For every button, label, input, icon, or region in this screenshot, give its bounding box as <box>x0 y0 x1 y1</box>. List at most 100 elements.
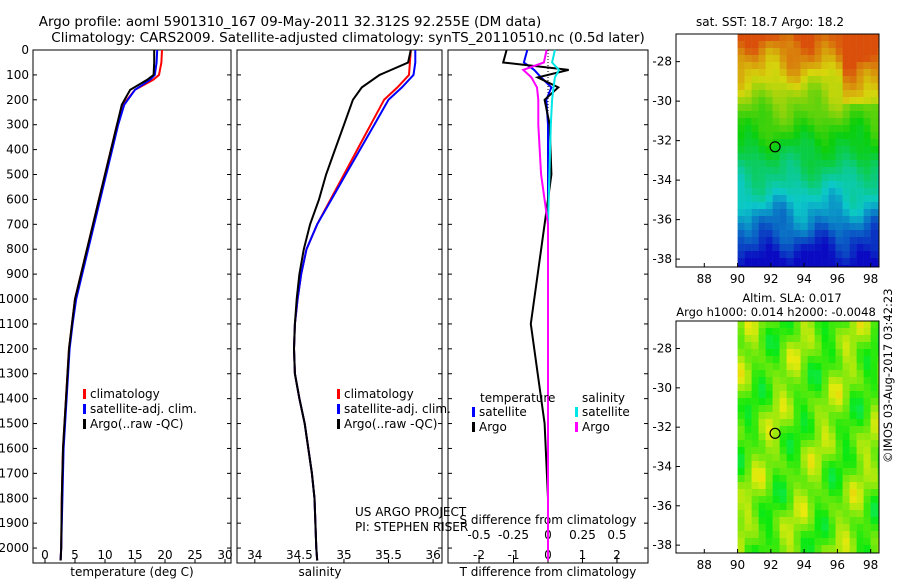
map-cell <box>800 475 808 483</box>
map-x-tick-label: 98 <box>863 272 878 286</box>
map-cell <box>765 195 773 203</box>
map-cell <box>870 468 878 476</box>
map-cell <box>849 139 857 147</box>
map-cell <box>772 104 780 112</box>
map-cell <box>863 230 871 238</box>
map-cell <box>863 244 871 252</box>
map-cell <box>786 496 794 504</box>
map-cell <box>814 524 822 532</box>
map-cell <box>856 230 864 238</box>
map-cell <box>849 55 857 63</box>
map-cell <box>849 62 857 70</box>
map-cell <box>842 160 850 168</box>
depth-tick-label: 1000 <box>0 292 29 306</box>
map-cell <box>758 433 766 441</box>
map-cell <box>870 97 878 105</box>
map-cell <box>870 538 878 546</box>
map-cell <box>786 405 794 413</box>
map-cell <box>744 118 752 126</box>
map-cell <box>814 55 822 63</box>
map-cell <box>842 342 850 350</box>
map-cell <box>863 412 871 420</box>
map-cell <box>737 370 745 378</box>
sst-map-panel: sat. SST: 18.7 Argo: 18.2 88 90 92 94 96 98-2… <box>652 15 880 286</box>
map-cell <box>786 503 794 511</box>
map-cell <box>828 503 836 511</box>
legend-label: satellite-adj. clim. <box>344 402 451 416</box>
map-cell <box>870 202 878 210</box>
map-cell <box>772 538 780 546</box>
map-cell <box>849 433 857 441</box>
map-cell <box>877 447 880 455</box>
map-cell <box>870 517 878 525</box>
legend-title-salinity: salinity <box>582 391 625 405</box>
map-cell <box>800 195 808 203</box>
map-cell <box>758 412 766 420</box>
map-cell <box>751 167 759 175</box>
map-cell <box>786 342 794 350</box>
map-cell <box>779 342 787 350</box>
map-cell <box>877 524 880 532</box>
map-cell <box>856 398 864 406</box>
map-cell <box>793 391 801 399</box>
map-cell <box>779 496 787 504</box>
map-cell <box>842 41 850 49</box>
map-cell <box>751 349 759 357</box>
map-cell <box>800 251 808 259</box>
map-cell <box>751 342 759 350</box>
map-cell <box>842 489 850 497</box>
map-cell <box>779 363 787 371</box>
map-cell <box>856 496 864 504</box>
legend-label: satellite <box>479 405 527 419</box>
map-cell <box>849 517 857 525</box>
map-cell <box>779 111 787 119</box>
map-cell <box>856 440 864 448</box>
map-cell <box>737 468 745 476</box>
map-cell <box>856 195 864 203</box>
map-cell <box>835 398 843 406</box>
map-cell <box>870 62 878 70</box>
map-cell <box>828 118 836 126</box>
map-cell <box>765 384 773 392</box>
map-cell <box>751 545 759 553</box>
map-cell <box>772 370 780 378</box>
map-cell <box>751 405 759 413</box>
map-cell <box>814 132 822 140</box>
map-cell <box>835 188 843 196</box>
map-cell <box>856 104 864 112</box>
map-cell <box>828 426 836 434</box>
map-cell <box>828 545 836 553</box>
map-cell <box>800 447 808 455</box>
map-cell <box>807 62 815 70</box>
map-cell <box>821 489 829 497</box>
map-cell <box>863 76 871 84</box>
map-cell <box>786 104 794 112</box>
map-cell <box>758 265 766 268</box>
map-cell <box>765 496 773 504</box>
map-cell <box>793 230 801 238</box>
map-cell <box>737 125 745 133</box>
map-cell <box>737 167 745 175</box>
map-cell <box>814 34 822 42</box>
map-cell <box>786 433 794 441</box>
map-cell <box>800 398 808 406</box>
map-cell <box>807 461 815 469</box>
map-cell <box>870 132 878 140</box>
map-cell <box>744 111 752 119</box>
map-cell <box>856 69 864 77</box>
map-cell <box>751 160 759 168</box>
map-cell <box>870 419 878 427</box>
x-tick-label: 20 <box>157 548 172 562</box>
map-cell <box>744 510 752 518</box>
map-cell <box>842 202 850 210</box>
map-cell <box>751 328 759 336</box>
map-y-tick-label: -28 <box>652 55 672 69</box>
map-cell <box>772 48 780 56</box>
map-cell <box>828 524 836 532</box>
series-line-magenta <box>521 49 549 561</box>
map-cell <box>751 55 759 63</box>
map-cell <box>863 433 871 441</box>
map-cell <box>870 454 878 462</box>
map-cell <box>842 517 850 525</box>
map-cell <box>737 398 745 406</box>
